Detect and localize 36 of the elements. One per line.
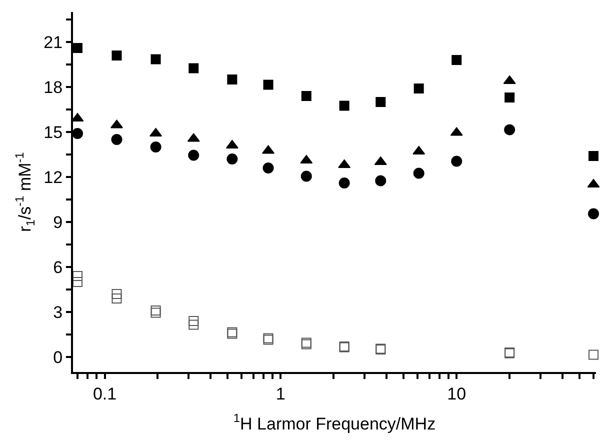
point <box>112 294 122 304</box>
x-tick-label: 10 <box>447 384 466 404</box>
point <box>188 150 200 161</box>
point <box>414 84 424 94</box>
point <box>413 168 424 179</box>
y-tick-label: 6 <box>53 258 63 277</box>
point <box>188 320 199 330</box>
point <box>188 316 199 326</box>
y-tick-label: 0 <box>53 348 63 367</box>
point <box>262 162 274 174</box>
point <box>339 100 350 111</box>
y-tick-label: 18 <box>44 78 63 97</box>
x-axis-title: $^{1}$H Larmor Frequency/MHz <box>233 411 436 434</box>
point <box>263 80 274 90</box>
point <box>338 178 350 188</box>
point <box>188 63 199 74</box>
x-tick-label: 1 <box>276 384 286 404</box>
point <box>112 289 122 299</box>
point <box>375 175 386 186</box>
y-tick-label: 9 <box>53 212 63 232</box>
point <box>111 134 122 145</box>
point <box>112 50 122 60</box>
point <box>150 54 161 64</box>
y-tick-label: 15 <box>44 122 63 142</box>
point <box>376 97 386 107</box>
point <box>150 308 161 318</box>
point <box>150 306 161 316</box>
x-tick-label: 0.1 <box>92 384 117 404</box>
point <box>451 156 462 167</box>
point <box>300 170 312 182</box>
point <box>452 55 462 65</box>
point <box>301 91 312 101</box>
y-tick-label: 12 <box>44 168 63 187</box>
y-tick-label: 3 <box>53 302 63 322</box>
y-tick-label: 21 <box>44 32 63 52</box>
point <box>150 142 162 152</box>
